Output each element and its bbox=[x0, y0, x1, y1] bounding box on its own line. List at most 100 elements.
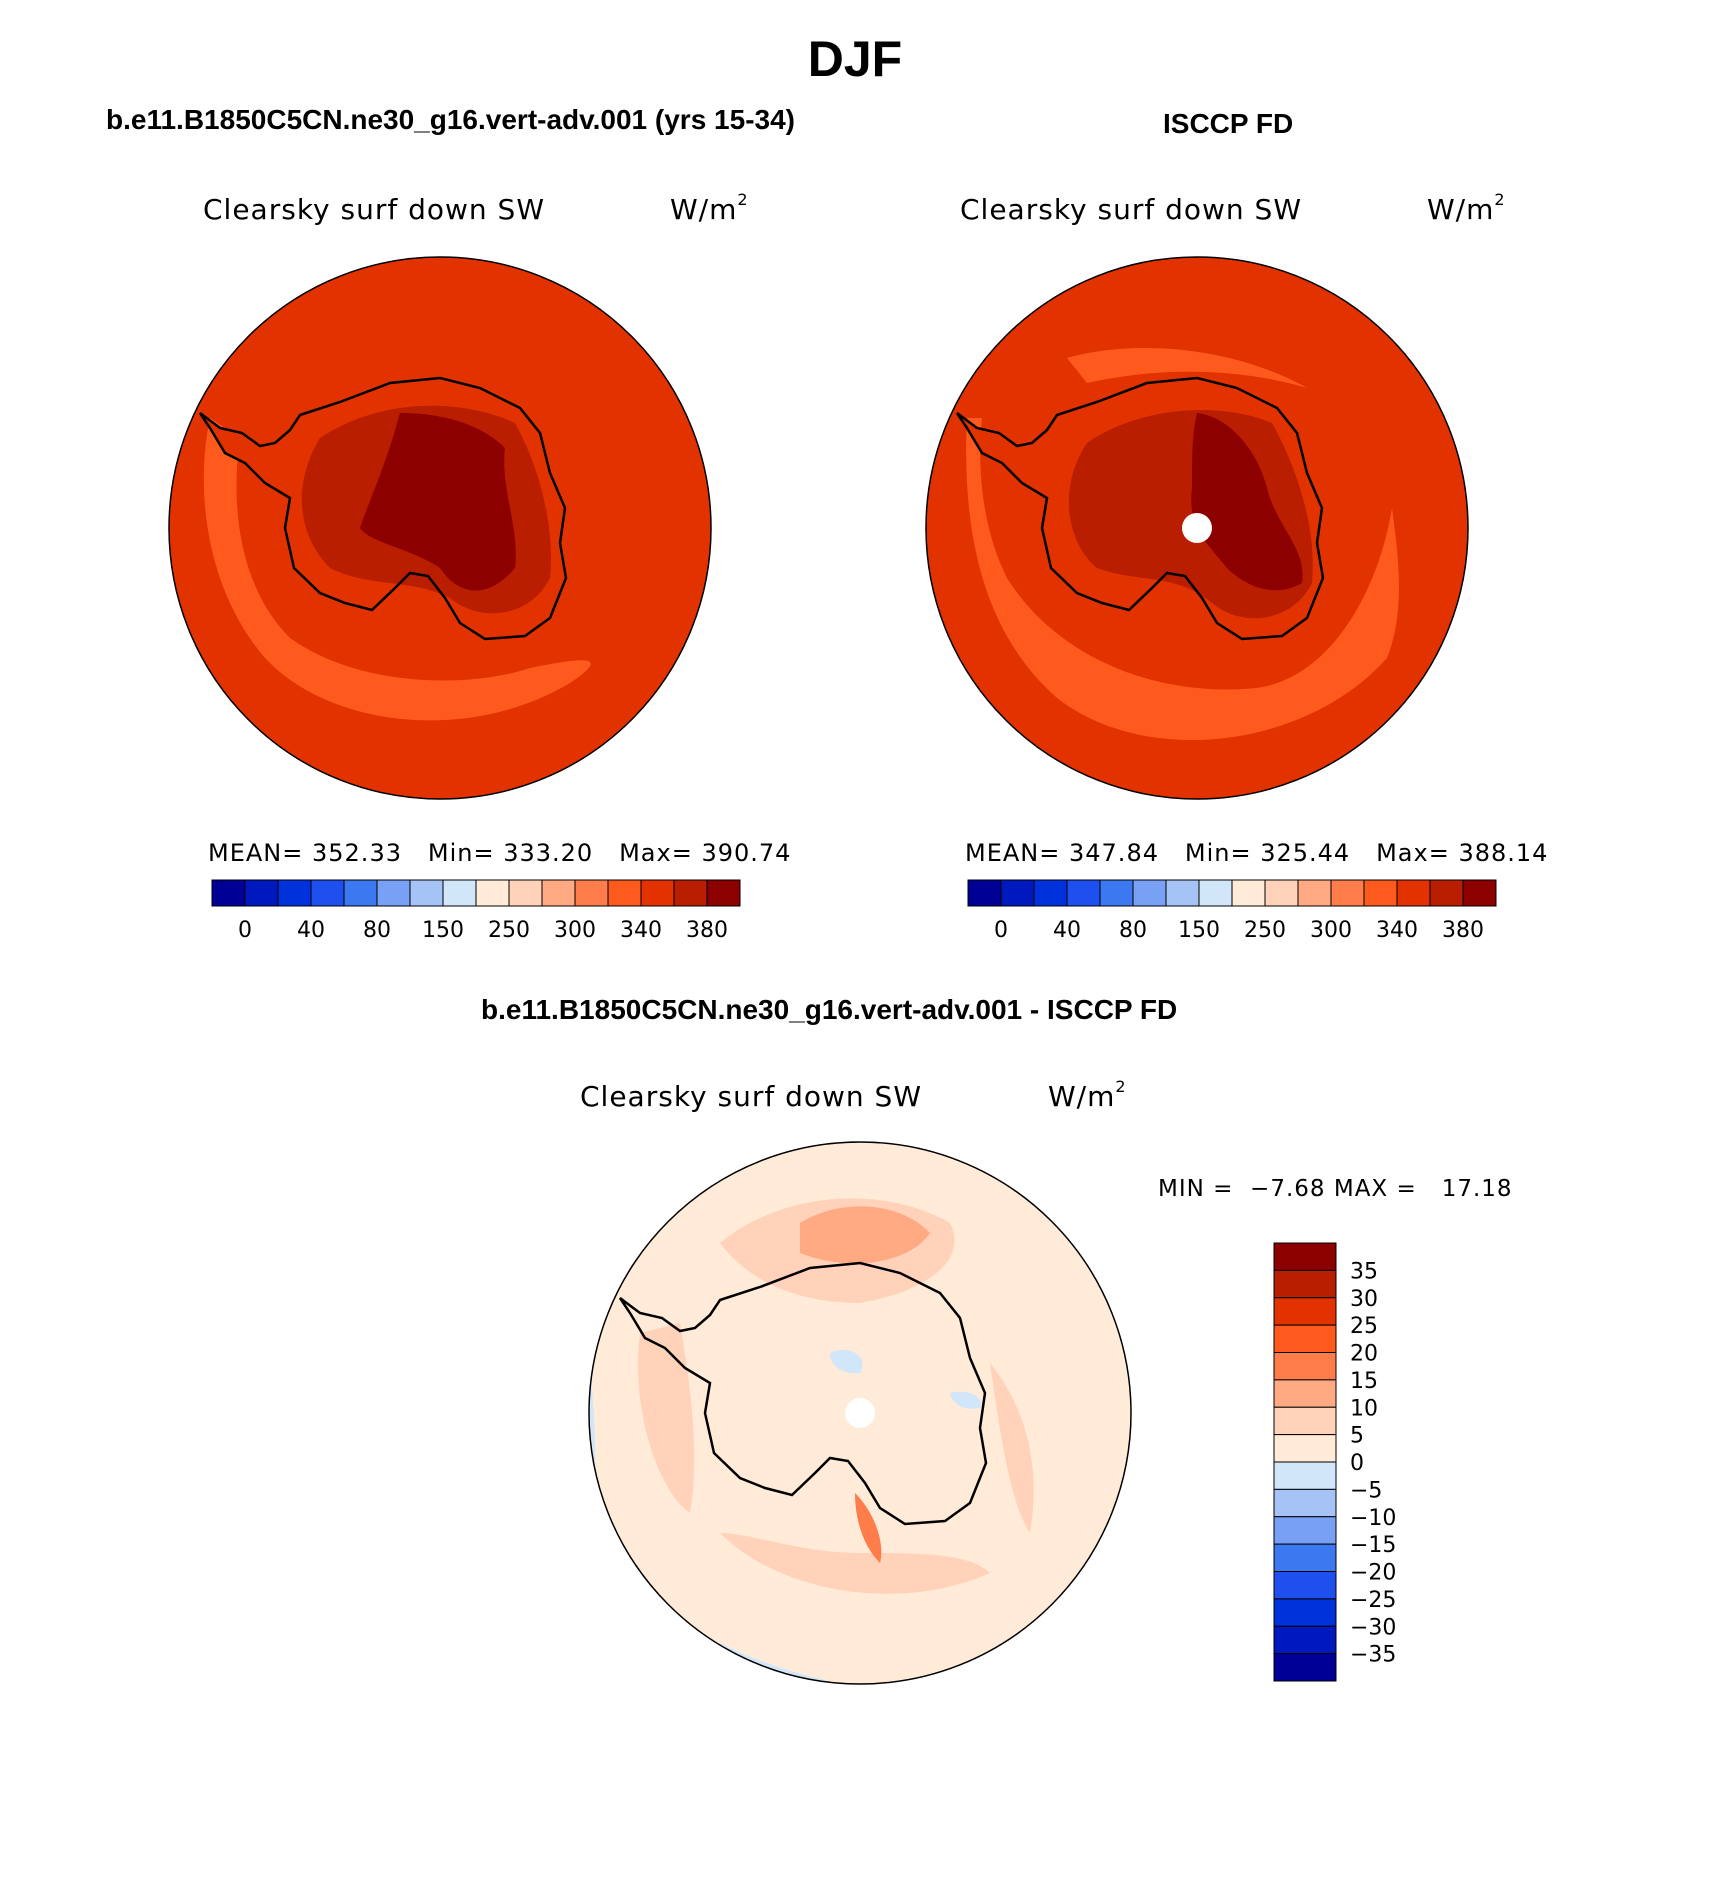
model-colorbar-tick-label: 80 bbox=[363, 918, 391, 943]
diff-colorbar-tick-label: 30 bbox=[1350, 1287, 1378, 1312]
diff-colorbar-swatch-14 bbox=[1273, 1625, 1337, 1655]
obs-variable-label: Clearsky surf down SW bbox=[960, 193, 1303, 226]
diff-minmax: MIN = −7.68 MAX = 17.18 bbox=[1158, 1176, 1513, 1202]
diff-map bbox=[588, 1141, 1132, 1685]
model-colorbar: 0 40 80 150 250 300 340 380 bbox=[211, 879, 741, 943]
obs-colorbar-swatch-7 bbox=[1198, 879, 1233, 907]
obs-colorbar-swatch-15 bbox=[1462, 879, 1497, 907]
obs-colorbar-tick-label: 250 bbox=[1244, 918, 1286, 943]
diff-colorbar-swatch-10 bbox=[1273, 1516, 1337, 1545]
model-colorbar-swatch-6 bbox=[409, 879, 444, 907]
diff-units-label: W/m2 bbox=[1048, 1076, 1127, 1113]
diff-colorbar-swatch-6 bbox=[1273, 1406, 1337, 1436]
obs-colorbar-swatch-4 bbox=[1099, 879, 1134, 907]
obs-colorbar-swatch-14 bbox=[1429, 879, 1464, 907]
diff-colorbar-tick-label: −15 bbox=[1350, 1533, 1396, 1558]
diff-negative-interior-2 bbox=[950, 1391, 981, 1409]
diff-colorbar-swatch-9 bbox=[1273, 1488, 1337, 1518]
diff-colorbar-swatch-3 bbox=[1273, 1324, 1337, 1353]
diff-positive-west bbox=[638, 1323, 695, 1513]
obs-colorbar-tick-label: 0 bbox=[994, 918, 1008, 943]
diff-colorbar-swatch-12 bbox=[1273, 1571, 1337, 1600]
model-panel-header: b.e11.B1850C5CN.ne30_g16.vert-adv.001 (y… bbox=[106, 104, 795, 135]
diff-colorbar-swatch-15 bbox=[1273, 1653, 1337, 1682]
model-ocean-band bbox=[203, 418, 591, 721]
model-map-border bbox=[168, 256, 712, 800]
obs-stats: MEAN= 347.84 Min= 325.44 Max= 388.14 bbox=[965, 839, 1549, 867]
obs-colorbar-swatch-12 bbox=[1363, 879, 1398, 907]
model-colorbar-swatch-8 bbox=[475, 879, 510, 907]
obs-colorbar-swatch-1 bbox=[1000, 879, 1035, 907]
page-title: DJF bbox=[807, 31, 903, 87]
diff-colorbar-tick-label: −35 bbox=[1350, 1643, 1396, 1668]
model-colorbar-tick-label: 250 bbox=[488, 918, 530, 943]
diff-colorbar-swatch-5 bbox=[1273, 1379, 1337, 1408]
obs-panel-header: ISCCP FD bbox=[1163, 108, 1294, 139]
model-colorbar-swatch-5 bbox=[376, 879, 411, 907]
obs-colorbar-swatch-13 bbox=[1396, 879, 1431, 907]
model-colorbar-swatch-3 bbox=[310, 879, 345, 907]
diff-colorbar-swatch-8 bbox=[1273, 1461, 1337, 1490]
obs-colorbar-tick-label: 340 bbox=[1376, 918, 1418, 943]
diff-colorbar-tick-label: −30 bbox=[1350, 1615, 1396, 1640]
obs-colorbar-tick-label: 300 bbox=[1310, 918, 1352, 943]
model-colorbar-tick-label: 150 bbox=[422, 918, 464, 943]
obs-colorbar-swatch-2 bbox=[1033, 879, 1068, 907]
obs-colorbar-tick-label: 150 bbox=[1178, 918, 1220, 943]
diff-colorbar-swatch-0 bbox=[1273, 1242, 1337, 1271]
obs-map bbox=[925, 256, 1469, 800]
model-colorbar-swatch-2 bbox=[277, 879, 312, 907]
diff-colorbar-swatch-13 bbox=[1273, 1598, 1337, 1627]
obs-colorbar-swatch-9 bbox=[1264, 879, 1299, 907]
obs-colorbar-swatch-8 bbox=[1231, 879, 1266, 907]
diff-map-border bbox=[588, 1141, 1132, 1685]
obs-ocean-patch bbox=[1067, 348, 1307, 388]
model-colorbar-tick-label: 0 bbox=[238, 918, 252, 943]
diff-panel-header: b.e11.B1850C5CN.ne30_g16.vert-adv.001 - … bbox=[481, 994, 1178, 1025]
obs-colorbar-swatch-10 bbox=[1297, 879, 1332, 907]
diff-colorbar-tick-label: 5 bbox=[1350, 1424, 1364, 1449]
diff-peak-south bbox=[855, 1493, 882, 1563]
obs-antarctica-core bbox=[1191, 413, 1303, 591]
diff-variable-label: Clearsky surf down SW bbox=[580, 1080, 923, 1113]
model-stats: MEAN= 352.33 Min= 333.20 Max= 390.74 bbox=[208, 839, 792, 867]
model-colorbar-swatch-10 bbox=[541, 879, 576, 907]
model-variable-label: Clearsky surf down SW bbox=[203, 193, 546, 226]
model-colorbar-swatch-13 bbox=[640, 879, 675, 907]
diff-colorbar-tick-label: −5 bbox=[1350, 1478, 1382, 1503]
diff-colorbar-tick-label: 10 bbox=[1350, 1396, 1378, 1421]
model-colorbar-swatch-9 bbox=[508, 879, 543, 907]
diff-colorbar-swatch-1 bbox=[1273, 1269, 1337, 1299]
obs-ocean-band bbox=[966, 418, 1399, 741]
obs-colorbar-tick-label: 380 bbox=[1442, 918, 1484, 943]
obs-colorbar: 0 40 80 150 250 300 340 380 bbox=[967, 879, 1497, 943]
obs-colorbar-swatch-6 bbox=[1165, 879, 1200, 907]
model-units-label: W/m2 bbox=[670, 189, 749, 226]
model-colorbar-tick-label: 300 bbox=[554, 918, 596, 943]
model-colorbar-swatch-0 bbox=[211, 879, 246, 907]
obs-colorbar-swatch-5 bbox=[1132, 879, 1167, 907]
diff-colorbar-tick-label: 20 bbox=[1350, 1342, 1378, 1367]
model-colorbar-tick-label: 40 bbox=[297, 918, 325, 943]
diff-negative-interior-1 bbox=[830, 1349, 863, 1374]
model-antarctica-core bbox=[360, 413, 516, 591]
diff-colorbar-tick-label: −10 bbox=[1350, 1506, 1396, 1531]
diff-pole-hole bbox=[845, 1398, 875, 1428]
diff-colorbar-tick-label: 0 bbox=[1350, 1451, 1364, 1476]
diff-colorbar-tick-label: −20 bbox=[1350, 1561, 1396, 1586]
model-colorbar-swatch-14 bbox=[673, 879, 708, 907]
model-colorbar-swatch-15 bbox=[706, 879, 741, 907]
obs-colorbar-swatch-3 bbox=[1066, 879, 1101, 907]
model-colorbar-swatch-4 bbox=[343, 879, 378, 907]
diff-colorbar-tick-label: −25 bbox=[1350, 1588, 1396, 1613]
obs-colorbar-swatch-0 bbox=[967, 879, 1002, 907]
model-colorbar-swatch-11 bbox=[574, 879, 609, 907]
diff-colorbar-swatch-11 bbox=[1273, 1543, 1337, 1572]
obs-colorbar-swatch-11 bbox=[1330, 879, 1365, 907]
model-colorbar-tick-label: 340 bbox=[620, 918, 662, 943]
obs-pole-hole bbox=[1182, 513, 1212, 543]
diff-colorbar-tick-label: 35 bbox=[1350, 1259, 1378, 1284]
model-colorbar-tick-label: 380 bbox=[686, 918, 728, 943]
